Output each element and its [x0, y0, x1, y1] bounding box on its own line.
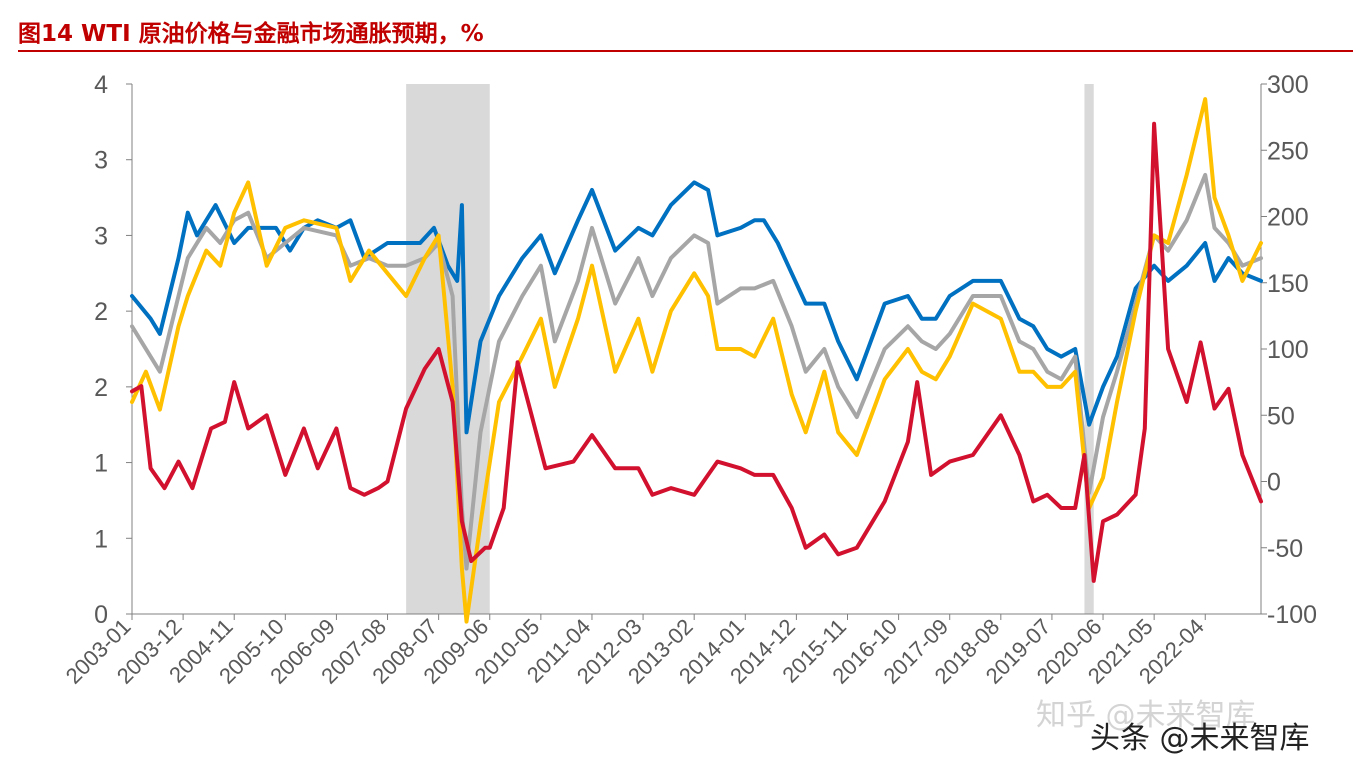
left-tick-label: 1: [94, 525, 108, 553]
right-tick-label: -100: [1267, 601, 1317, 629]
left-tick-label: 3: [94, 147, 108, 175]
right-tick-label: -50: [1267, 535, 1303, 563]
title-underline: [18, 50, 1353, 52]
right-tick-label: 250: [1267, 137, 1309, 165]
right-tick-label: 200: [1267, 204, 1309, 232]
watermark-toutiao: 头条 @未来智库: [1090, 721, 1310, 756]
left-tick-label: 0: [94, 601, 108, 629]
right-tick-label: 50: [1267, 402, 1295, 430]
chart-title: 图14 WTI 原油价格与金融市场通胀预期，%: [18, 21, 484, 47]
right-tick-label: 0: [1267, 469, 1281, 497]
watermark: 知乎 @未来智库 头条 @未来智库: [1036, 698, 1310, 756]
recession-shading: [406, 84, 1094, 614]
right-tick-label: 150: [1267, 270, 1309, 298]
left-tick-label: 2: [94, 298, 108, 326]
series-line-4: [130, 121, 1263, 583]
watermark-zhihu: 知乎 @未来智库: [1036, 698, 1256, 733]
left-tick-label: 2: [94, 374, 108, 402]
left-tick-label: 1: [94, 450, 108, 478]
right-tick-label: 100: [1267, 336, 1309, 364]
left-tick-label: 4: [94, 71, 108, 99]
axes: 01122334-100-500501001502002503002003-01…: [61, 71, 1317, 689]
right-tick-label: 300: [1267, 71, 1309, 99]
shaded-period-2: [1084, 84, 1094, 614]
series-lines: [130, 97, 1263, 624]
left-tick-label: 3: [94, 222, 108, 250]
